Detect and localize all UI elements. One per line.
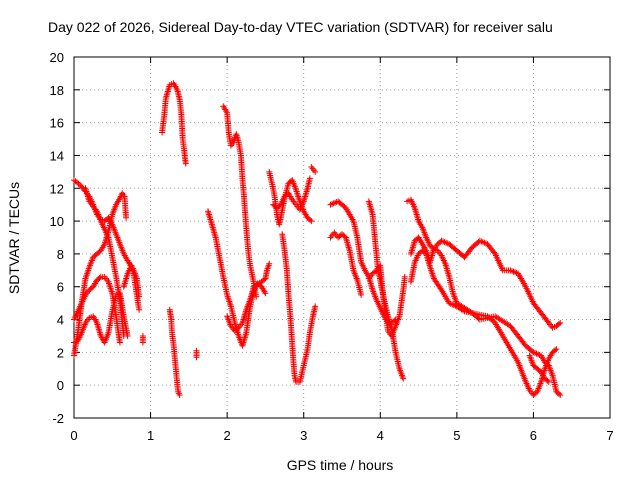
x-tick-label: 5 [453,428,460,443]
y-tick-label: 18 [50,83,64,98]
x-tick-label: 4 [377,428,384,443]
data-point [544,377,551,384]
y-tick-label: 8 [57,247,64,262]
data-point [358,291,365,298]
x-tick-label: 3 [300,428,307,443]
data-point [555,320,562,327]
y-tick-label: 0 [57,378,64,393]
data-point [96,274,103,281]
data-point [136,306,143,313]
data-point [182,160,189,167]
x-axis-label: GPS time / hours [287,457,394,473]
data-point [266,260,273,267]
data-point [544,318,551,325]
data-point [545,378,552,385]
y-tick-label: 4 [57,313,64,328]
chart-title: Day 022 of 2026, Sidereal Day-to-day VTE… [48,19,553,35]
data-point [312,303,319,310]
data-point [307,216,314,223]
series-arc-u [365,262,408,339]
plot-frame [73,56,611,419]
series-arc-m [224,260,273,335]
series-arc-s [327,229,365,298]
series-arc-y [526,352,552,385]
series-arc-h [159,80,189,167]
data-point [552,347,559,354]
data-point [312,168,319,175]
data-point [136,293,143,300]
y-tick-label: -2 [52,411,64,426]
x-tick-label: 2 [224,428,231,443]
series-arc-p [279,231,319,385]
series-arc-i [166,306,183,399]
series-arc-v [404,196,564,399]
series-arc-q [308,163,319,175]
y-tick-label: 2 [57,345,64,360]
x-tick-label: 7 [606,428,613,443]
data-point [308,218,315,225]
y-tick-label: 10 [50,214,64,229]
y-tick-label: 16 [50,116,64,131]
data-point [401,273,408,280]
data-point [262,290,269,297]
series-arc-w [407,234,564,331]
series-arc-e [82,185,127,339]
data-point [234,325,241,332]
data-point [116,339,123,346]
data-point [193,354,200,361]
data-point [553,346,560,353]
data-point [120,332,127,339]
data-point [253,293,260,300]
x-tick-label: 0 [70,428,77,443]
data-point [139,339,146,346]
data-point [306,175,313,182]
data-point [555,390,562,397]
data-points [71,80,564,399]
y-axis-label: SDTVAR / TECUs [6,182,22,294]
x-tick-label: 6 [530,428,537,443]
data-point [475,315,482,322]
data-point [372,268,379,275]
series-arc-g [139,332,146,346]
data-point [437,285,444,292]
x-tick-label: 1 [147,428,154,443]
data-point [253,281,260,288]
data-point [557,392,564,399]
series-arc-o [270,175,313,213]
y-tick-label: 20 [50,50,64,65]
data-point [557,319,564,326]
y-tick-label: 12 [50,181,64,196]
data-point [400,375,407,382]
y-tick-label: 14 [50,148,64,163]
data-point [123,214,130,221]
y-tick-label: 6 [57,280,64,295]
data-point [176,392,183,399]
data-point [491,249,498,256]
series-arc-x [407,247,560,399]
series-arc-f [120,262,143,300]
series-arc-j [193,347,200,361]
